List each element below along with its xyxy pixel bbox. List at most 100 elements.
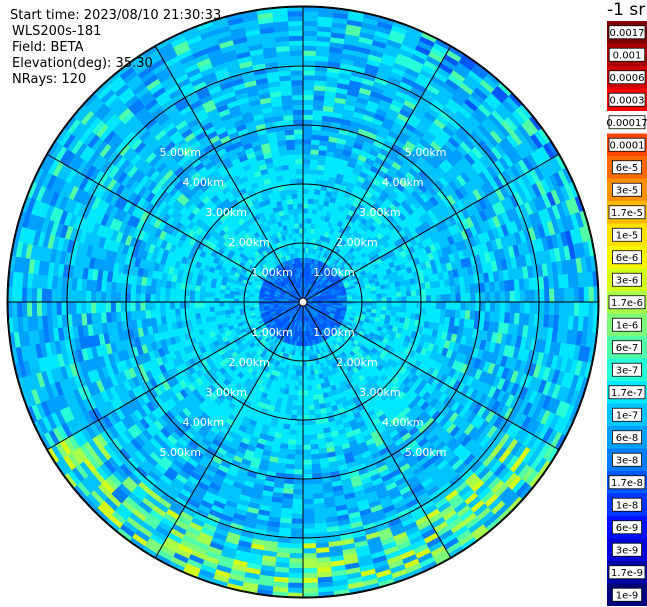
- heatmap-cell: [405, 307, 412, 314]
- heatmap-cell: [311, 463, 321, 470]
- heatmap-cell: [310, 144, 320, 151]
- heatmap-cell: [290, 188, 298, 195]
- heatmap-cell: [100, 291, 107, 303]
- heatmap-cell: [381, 301, 388, 307]
- heatmap-cell: [302, 395, 309, 401]
- heatmap-cell: [110, 291, 117, 303]
- heatmap-cell: [139, 301, 146, 311]
- heatmap-cell: [302, 217, 308, 224]
- heatmap-cell: [297, 193, 304, 199]
- heatmap-cell: [286, 399, 293, 406]
- heatmap-cell: [425, 308, 432, 316]
- heatmap-cell: [302, 173, 310, 180]
- heatmap-cell: [395, 311, 402, 318]
- heatmap-cell: [209, 291, 215, 298]
- heatmap-cell: [297, 208, 304, 214]
- heatmap-cell: [409, 283, 417, 291]
- heatmap-cell: [105, 301, 112, 313]
- heatmap-cell: [391, 291, 397, 298]
- heatmap-cell: [194, 307, 201, 314]
- heatmap-cell: [499, 301, 506, 313]
- heatmap-cell: [287, 439, 297, 446]
- heatmap-cell: [499, 291, 506, 303]
- heatmap-cell: [295, 232, 300, 239]
- heatmap-cell: [297, 395, 304, 401]
- heatmap-cell: [164, 287, 171, 296]
- heatmap-cell: [214, 310, 221, 317]
- heatmap-cell: [366, 298, 373, 303]
- heatmap-cell: [115, 301, 121, 313]
- heatmap-cell: [310, 453, 320, 460]
- heatmap-cell: [310, 153, 319, 160]
- heatmap-cell: [376, 297, 383, 303]
- heatmap-cell: [313, 404, 321, 411]
- heatmap-cell: [140, 310, 147, 320]
- heatmap-cell: [218, 292, 225, 299]
- heatmap-cell: [287, 203, 294, 210]
- heatmap-cell: [228, 297, 235, 303]
- heatmap-cell: [480, 301, 486, 312]
- heatmap-cell: [302, 498, 314, 505]
- heatmap-cell: [292, 484, 304, 490]
- heatmap-cell: [179, 295, 186, 303]
- heatmap-cell: [238, 304, 245, 309]
- heatmap-cell: [302, 405, 309, 411]
- heatmap-cell: [159, 308, 166, 318]
- heatmap-cell: [288, 168, 297, 175]
- heatmap-cell: [376, 301, 383, 307]
- heatmap-cell: [396, 301, 402, 308]
- heatmap-cell: [169, 294, 176, 303]
- heatmap-cell: [309, 439, 319, 446]
- heatmap-cell: [135, 284, 142, 294]
- heatmap-cell: [311, 468, 322, 475]
- heatmap-cell: [307, 203, 314, 210]
- heatmap-cell: [292, 99, 304, 106]
- heatmap-cell: [314, 408, 322, 416]
- heatmap-cell: [391, 306, 397, 313]
- heatmap-cell: [144, 301, 151, 311]
- heatmap-cell: [307, 399, 315, 406]
- heatmap-cell: [100, 301, 107, 313]
- heatmap-cell: [292, 498, 304, 505]
- heatmap-cell: [291, 404, 298, 411]
- heatmap-cell: [302, 469, 313, 475]
- heatmap-cell: [294, 454, 304, 461]
- heatmap-cell: [306, 217, 313, 224]
- heatmap-cell: [189, 313, 197, 321]
- heatmap-cell: [291, 399, 299, 406]
- heatmap-cell: [454, 309, 461, 319]
- heatmap-cell: [314, 188, 322, 196]
- heatmap-cell: [295, 439, 304, 446]
- heatmap-cell: [174, 301, 181, 309]
- heatmap-cell: [284, 188, 292, 196]
- heatmap-cell: [174, 295, 181, 303]
- heatmap-cell: [470, 292, 476, 303]
- heatmap-cell: [286, 453, 296, 460]
- heatmap-cell: [302, 208, 309, 214]
- heatmap-cell: [411, 301, 417, 309]
- heatmap-cell: [425, 295, 432, 303]
- heatmap-cell: [400, 312, 407, 319]
- heatmap-cell: [295, 429, 304, 436]
- heatmap-cell: [504, 301, 511, 314]
- heatmap-cell: [292, 114, 304, 120]
- heatmap-cell: [209, 306, 215, 313]
- heatmap-cell: [391, 296, 397, 303]
- heatmap-cell: [154, 294, 161, 303]
- heatmap-cell: [435, 308, 442, 317]
- heatmap-cell: [194, 290, 201, 297]
- heatmap-cell: [258, 303, 264, 307]
- heatmap-cell: [149, 301, 156, 311]
- heatmap-cell: [130, 310, 137, 321]
- heatmap-cell: [298, 212, 304, 219]
- heatmap-cell: [164, 308, 171, 317]
- heatmap-cell: [302, 129, 313, 135]
- heatmap-cell: [307, 394, 314, 401]
- heatmap-cell: [371, 294, 378, 299]
- heatmap-cell: [308, 419, 317, 426]
- heatmap-cell: [295, 168, 304, 175]
- heatmap-cell: [296, 173, 304, 180]
- heatmap-cell: [150, 309, 157, 319]
- heatmap-cell: [302, 484, 314, 490]
- heatmap-cell: [145, 285, 152, 295]
